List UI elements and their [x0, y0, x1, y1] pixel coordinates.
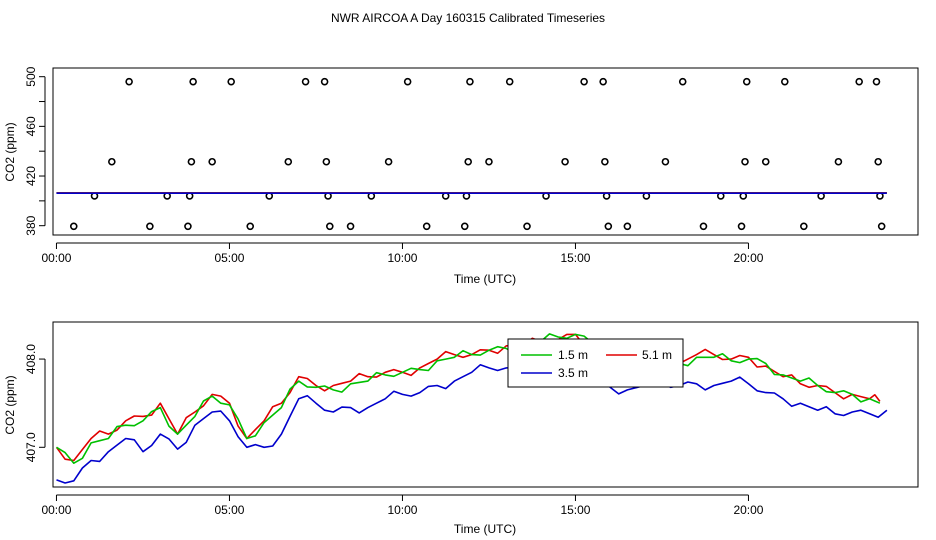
- x-tick-label: 15:00: [560, 251, 590, 265]
- scatter-point: [855, 77, 863, 86]
- x-tick-label: 05:00: [214, 503, 244, 517]
- scatter-point: [460, 222, 469, 231]
- x-ticks-bottom: 00:00 05:00 10:00 15:00 20:00: [41, 494, 764, 517]
- scatter-point: [69, 222, 78, 231]
- series-line-1.5m: [56, 333, 881, 465]
- scatter-point: [108, 157, 116, 166]
- figure-title: NWR AIRCOA A Day 160315 Calibrated Times…: [331, 11, 605, 25]
- x-tick-label: 00:00: [41, 503, 71, 517]
- scatter-point: [601, 157, 609, 166]
- y-axis-label-top: CO2 (ppm): [3, 122, 17, 181]
- legend-label-5.1m: 5.1 m: [642, 348, 672, 362]
- x-tick-label: 20:00: [733, 503, 763, 517]
- scatter-point: [464, 157, 473, 166]
- legend-label-3.5m: 3.5 m: [558, 366, 588, 380]
- scatter-point: [403, 77, 412, 86]
- legend-label-1.5m: 1.5 m: [558, 348, 588, 362]
- scatter-point: [301, 77, 310, 86]
- scatter-point: [742, 77, 751, 86]
- scatter-points: [69, 77, 886, 231]
- scatter-point: [661, 157, 670, 166]
- scatter-point: [699, 222, 708, 231]
- x-axis-label-top: Time (UTC): [454, 272, 516, 286]
- scatter-point: [780, 77, 789, 86]
- scatter-point: [678, 77, 687, 86]
- y-axis-label-bottom: CO2 (ppm): [3, 375, 17, 434]
- scatter-point: [580, 77, 588, 86]
- scatter-point: [604, 222, 613, 231]
- x-tick-label: 15:00: [560, 503, 590, 517]
- legend-box: [507, 338, 684, 388]
- scatter-point: [523, 222, 531, 231]
- series-line-3.5m: [56, 350, 888, 484]
- scatter-point: [874, 157, 883, 166]
- y-ticks-top: 380 420 460 500: [24, 66, 46, 236]
- scatter-point: [599, 77, 607, 86]
- scatter-point: [208, 157, 216, 166]
- scatter-point: [322, 157, 331, 166]
- scatter-point: [834, 157, 843, 166]
- scatter-point: [320, 77, 329, 86]
- y-tick-label: 500: [24, 66, 38, 86]
- x-tick-label: 10:00: [387, 251, 417, 265]
- x-tick-label: 00:00: [41, 251, 71, 265]
- x-axis-label-bottom: Time (UTC): [454, 522, 516, 536]
- x-tick-label: 10:00: [387, 503, 417, 517]
- legend: 1.5 m 5.1 m 3.5 m: [507, 338, 684, 388]
- scatter-point: [466, 77, 474, 86]
- y-tick-label: 380: [24, 215, 38, 235]
- y-tick-label: 460: [24, 116, 38, 136]
- scatter-point: [125, 77, 133, 86]
- scatter-point: [422, 222, 431, 231]
- scatter-point: [246, 222, 255, 231]
- x-tick-label: 20:00: [733, 251, 763, 265]
- scatter-point: [741, 157, 749, 166]
- plot-frame-bottom: [52, 321, 919, 488]
- x-ticks-top: 00:00 05:00 10:00 15:00 20:00: [41, 242, 764, 265]
- scatter-point: [761, 157, 770, 166]
- scatter-point: [227, 77, 235, 86]
- scatter-point: [800, 222, 808, 231]
- scatter-point: [561, 157, 569, 166]
- scatter-point: [485, 157, 493, 166]
- scatter-point: [284, 157, 293, 166]
- x-tick-label: 05:00: [214, 251, 244, 265]
- y-tick-label: 420: [24, 166, 38, 186]
- y-ticks-bottom: 407.0 408.0: [24, 344, 46, 462]
- plot-frame-top: [52, 67, 919, 236]
- scatter-point: [877, 222, 886, 231]
- scatter-point: [325, 222, 334, 231]
- series-lines-bottom: [55, 333, 888, 484]
- scatter-point: [146, 222, 154, 231]
- panel-top: Time (UTC) CO2 (ppm) 00:00 05:00 10:00 15:0…: [3, 66, 919, 286]
- y-tick-label: 408.0: [24, 344, 38, 374]
- scatter-point: [184, 222, 192, 231]
- panel-bottom: Time (UTC) CO2 (ppm) 00:00 05:00 10:00 15:0…: [3, 321, 919, 536]
- scatter-point: [623, 222, 632, 231]
- scatter-point: [189, 77, 197, 86]
- scatter-point: [187, 157, 196, 166]
- scatter-point: [737, 222, 746, 231]
- scatter-point: [384, 157, 393, 166]
- scatter-point: [346, 222, 355, 231]
- y-tick-label: 407.0: [24, 432, 38, 462]
- scatter-point: [505, 77, 514, 86]
- scatter-point: [872, 77, 881, 86]
